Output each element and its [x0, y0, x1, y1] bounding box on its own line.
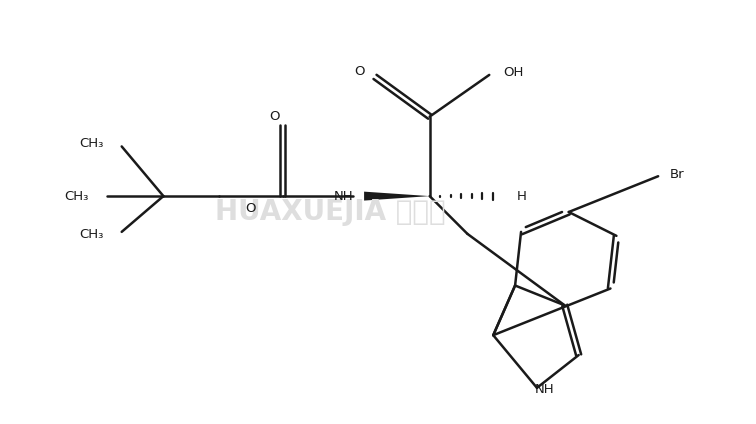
Text: O: O: [355, 65, 365, 78]
Text: CH₃: CH₃: [79, 137, 104, 150]
Text: OH: OH: [503, 67, 524, 79]
Text: CH₃: CH₃: [79, 229, 104, 241]
Text: CH₃: CH₃: [64, 190, 89, 203]
Text: NH: NH: [333, 190, 353, 203]
Text: O: O: [246, 201, 256, 215]
Text: Br: Br: [670, 168, 685, 181]
Text: HUAXUEJIA 化学加: HUAXUEJIA 化学加: [215, 198, 445, 226]
Polygon shape: [364, 192, 429, 201]
Text: O: O: [269, 110, 280, 123]
Text: H: H: [517, 190, 527, 203]
Text: NH: NH: [535, 383, 555, 396]
